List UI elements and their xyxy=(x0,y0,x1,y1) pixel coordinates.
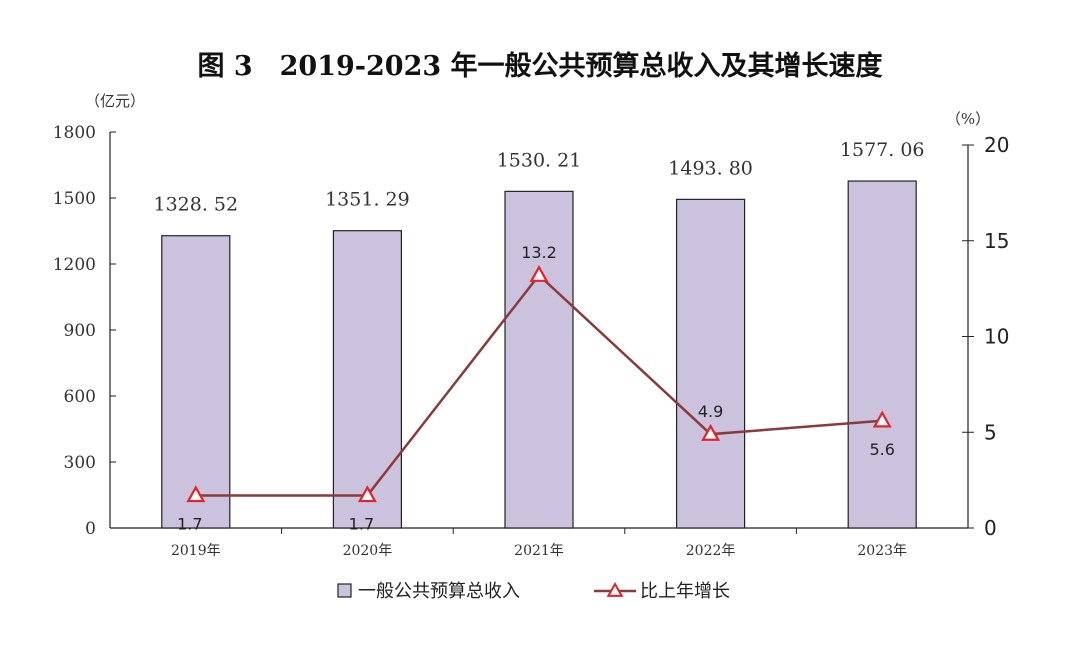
bar xyxy=(504,190,574,529)
left-axis-unit: （亿元） xyxy=(85,92,145,110)
line-value-label: 13.2 xyxy=(521,243,557,262)
x-tick-label: 2019年 xyxy=(171,543,221,559)
line-value-label: 1.7 xyxy=(177,514,202,533)
x-tick-label: 2023年 xyxy=(857,543,907,559)
x-tick-label: 2020年 xyxy=(343,543,393,559)
right-tick-label: 0 xyxy=(984,516,997,540)
legend: 一般公共预算总收入 比上年增长 xyxy=(337,581,730,602)
bar-value-label: 1351. 29 xyxy=(325,189,410,211)
left-tick-label: 0 xyxy=(85,519,96,539)
chart-title: 图 3 2019-2023 年一般公共预算总收入及其增长速度 xyxy=(197,50,882,82)
right-axis-unit: （%） xyxy=(946,110,990,128)
left-tick-label: 1500 xyxy=(53,189,96,209)
triangle-marker xyxy=(529,264,549,282)
axes: 0 300 600 900 1200 1500 1800 0 5 10 15 20 2019年 2020年… xyxy=(53,123,1010,559)
x-tick-label: 2022年 xyxy=(686,543,736,559)
bar-value-label: 1577. 06 xyxy=(840,139,925,161)
right-tick-label: 5 xyxy=(984,420,997,444)
left-tick-label: 1200 xyxy=(53,255,96,275)
legend-line-label: 比上年增长 xyxy=(640,581,730,602)
right-tick-label: 15 xyxy=(984,229,1009,253)
left-tick-label: 1800 xyxy=(53,123,96,143)
line-value-label: 5.6 xyxy=(869,440,894,459)
bar-value-label: 1493. 80 xyxy=(668,157,753,179)
line-series: 1.7 1.7 13.2 4.9 5.6 xyxy=(177,243,895,533)
right-tick-label: 10 xyxy=(984,325,1009,349)
bar xyxy=(675,198,746,529)
left-tick-label: 600 xyxy=(64,387,96,407)
bar-value-label: 1530. 21 xyxy=(497,149,582,171)
triangle-marker xyxy=(357,485,377,503)
triangle-marker xyxy=(701,423,721,441)
bar xyxy=(332,230,402,529)
bar xyxy=(847,180,917,529)
bar xyxy=(161,235,231,529)
right-tick-label: 20 xyxy=(984,133,1009,157)
line-value-label: 4.9 xyxy=(698,402,723,421)
legend-triangle-icon xyxy=(606,581,624,597)
triangle-marker xyxy=(872,410,892,428)
legend-bar-swatch xyxy=(337,583,352,598)
x-tick-label: 2021年 xyxy=(514,543,564,559)
line-value-label: 1.7 xyxy=(349,514,374,533)
bar-value-label: 1328. 52 xyxy=(153,194,238,216)
triangle-marker xyxy=(186,485,206,503)
left-tick-label: 900 xyxy=(64,321,96,341)
bar-series: 1328. 52 1351. 29 1530. 21 1493. 80 1577. 06 xyxy=(153,139,925,529)
left-tick-label: 300 xyxy=(64,453,96,473)
legend-bar-label: 一般公共预算总收入 xyxy=(358,581,520,602)
